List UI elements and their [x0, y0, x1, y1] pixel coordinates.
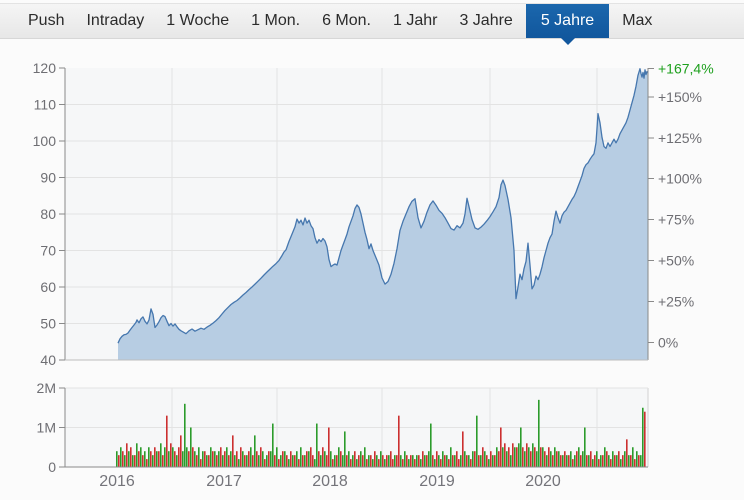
tab-label: 3 Jahre	[459, 12, 513, 29]
svg-text:+50%: +50%	[658, 253, 694, 269]
x-axis-year-labels: 2016 2017 2018 2019 2020	[99, 473, 561, 490]
tab-label: 5 Jahre	[540, 12, 595, 29]
volume-bars	[116, 399, 646, 467]
tab-max[interactable]: Max	[611, 4, 663, 38]
tab-label: 1 Woche	[166, 12, 230, 29]
svg-text:50: 50	[40, 316, 56, 332]
svg-text:2018: 2018	[312, 473, 348, 490]
svg-text:60: 60	[40, 279, 56, 295]
svg-text:2M: 2M	[37, 380, 56, 396]
svg-text:110: 110	[34, 97, 57, 113]
svg-text:120: 120	[33, 60, 57, 76]
tab-1-woche[interactable]: 1 Woche	[155, 4, 240, 38]
tab-intraday[interactable]: Intraday	[75, 4, 155, 38]
svg-text:0%: 0%	[658, 334, 678, 350]
volume-gridlines	[65, 387, 648, 428]
price-axis-labels: 120 110 100 90 80 70 60 50 40	[33, 60, 65, 368]
svg-text:+150%: +150%	[658, 89, 702, 105]
svg-text:70: 70	[40, 243, 56, 259]
svg-text:100: 100	[33, 133, 57, 149]
tab-label: Push	[28, 12, 65, 29]
svg-text:2020: 2020	[525, 473, 561, 490]
period-toolbar: Push Intraday 1 Woche 1 Mon. 6 Mon. 1 Ja…	[0, 3, 744, 45]
svg-text:2019: 2019	[419, 473, 455, 490]
tab-5-jahre-active[interactable]: 5 Jahre	[525, 4, 610, 45]
volume-axis-labels: 2M 1M 0	[37, 380, 65, 475]
tab-6-monate[interactable]: 6 Mon.	[311, 4, 382, 38]
svg-text:+25%: +25%	[658, 293, 694, 309]
tab-3-jahre[interactable]: 3 Jahre	[448, 4, 523, 38]
svg-text:1M: 1M	[37, 420, 56, 436]
svg-text:0: 0	[48, 459, 56, 475]
price-line	[117, 68, 649, 344]
tab-label: Max	[622, 12, 653, 29]
tab-label: 6 Mon.	[322, 12, 371, 29]
stock-chart[interactable]: 120 110 100 90 80 70 60 50 40 +150% +125% +100% +75%…	[0, 45, 744, 500]
svg-text:90: 90	[40, 170, 56, 186]
tab-1-monat[interactable]: 1 Mon.	[240, 4, 311, 38]
svg-text:2016: 2016	[99, 473, 135, 490]
svg-text:80: 80	[40, 206, 56, 222]
svg-text:2017: 2017	[206, 473, 242, 490]
performance-badge: +167,4%	[658, 60, 714, 76]
svg-text:40: 40	[40, 352, 56, 368]
performance-axis-labels: +150% +125% +100% +75% +50% +25% 0% +167,4%	[648, 60, 714, 350]
tab-label: 1 Mon.	[251, 12, 301, 29]
tab-label: 1 Jahr	[392, 12, 438, 29]
svg-text:+100%: +100%	[658, 171, 702, 187]
tab-push[interactable]: Push	[17, 4, 75, 38]
svg-text:+125%: +125%	[658, 130, 702, 146]
svg-text:+75%: +75%	[658, 212, 694, 228]
tab-1-jahr[interactable]: 1 Jahr	[382, 4, 448, 38]
tab-label: Intraday	[86, 12, 145, 29]
